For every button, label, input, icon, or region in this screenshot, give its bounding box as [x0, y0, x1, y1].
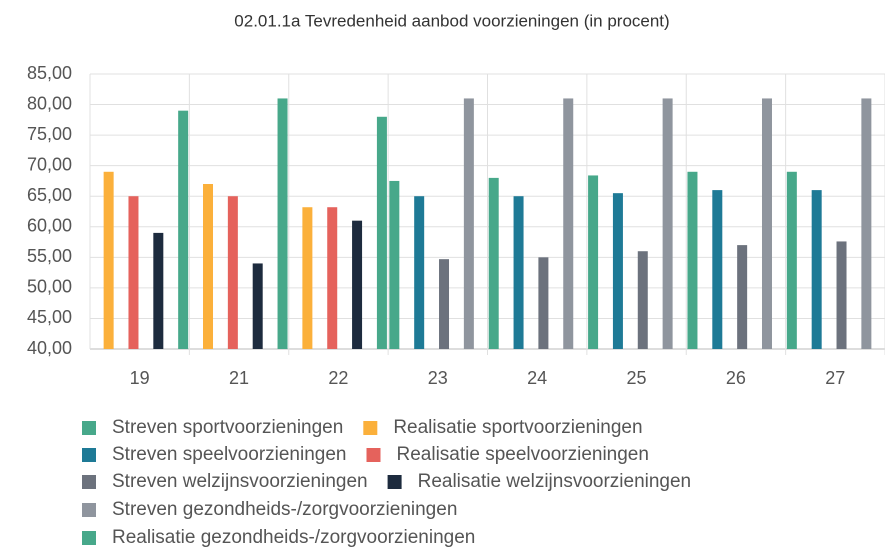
- bar: [513, 196, 524, 349]
- bar: [327, 207, 338, 349]
- bar: [178, 110, 189, 350]
- legend-label: Realisatie gezondheids-/zorgvoorzieninge…: [112, 527, 475, 548]
- y-tick-label: 40,00: [27, 338, 72, 358]
- bar: [414, 196, 425, 349]
- bar: [786, 171, 797, 349]
- legend-label: Realisatie sportvoorzieningen: [393, 417, 642, 438]
- bar: [588, 175, 599, 349]
- bar: [488, 177, 499, 349]
- x-tick-label: 26: [726, 368, 746, 388]
- x-tick-label: 27: [825, 368, 845, 388]
- x-tick-label: 23: [428, 368, 448, 388]
- bar: [712, 190, 723, 349]
- bar: [227, 196, 238, 349]
- y-tick-label: 50,00: [27, 277, 72, 297]
- bar: [277, 98, 288, 349]
- bar: [811, 190, 822, 349]
- bar: [538, 257, 549, 349]
- legend-label: Streven speelvoorzieningen: [112, 444, 347, 465]
- bar: [203, 184, 214, 349]
- bar: [687, 171, 698, 349]
- bar: [376, 116, 387, 350]
- bar: [103, 171, 114, 349]
- legend-label: Streven sportvoorzieningen: [112, 417, 343, 438]
- y-tick-label: 45,00: [27, 307, 72, 327]
- x-tick-label: 22: [328, 368, 348, 388]
- legend-swatch: [366, 448, 381, 462]
- bar: [563, 98, 574, 349]
- bar: [836, 241, 847, 349]
- y-tick-label: 70,00: [27, 154, 72, 174]
- bar: [761, 98, 772, 349]
- legend-swatch: [363, 421, 378, 435]
- x-tick-label: 21: [229, 368, 249, 388]
- bar: [302, 207, 313, 349]
- x-tick-label: 19: [130, 368, 150, 388]
- bar: [389, 180, 400, 349]
- bar: [128, 196, 139, 349]
- y-tick-label: 60,00: [27, 216, 72, 236]
- y-tick-label: 75,00: [27, 124, 72, 144]
- legend-swatch: [387, 475, 402, 489]
- legend-swatch: [82, 421, 96, 435]
- y-tick-label: 85,00: [27, 63, 72, 83]
- legend-swatch: [82, 475, 96, 489]
- x-tick-label: 24: [527, 368, 547, 388]
- legend-label: Realisatie speelvoorzieningen: [397, 444, 649, 465]
- bar: [662, 98, 673, 349]
- legend-swatch: [82, 531, 96, 545]
- bar: [153, 232, 164, 349]
- bar: [463, 98, 474, 349]
- bar: [737, 245, 748, 349]
- y-tick-label: 65,00: [27, 185, 72, 205]
- legend-swatch: [82, 503, 96, 517]
- legend-label: Realisatie welzijnsvoorzieningen: [418, 471, 692, 492]
- bar: [439, 259, 450, 349]
- legend-label: Streven gezondheids-/zorgvoorzieningen: [112, 499, 457, 520]
- bar: [612, 193, 623, 349]
- legend-label: Streven welzijnsvoorzieningen: [112, 471, 368, 492]
- legend-swatch: [82, 448, 96, 462]
- y-tick-label: 55,00: [27, 246, 72, 266]
- bar: [861, 98, 872, 349]
- bar: [252, 263, 263, 349]
- bar: [637, 251, 648, 349]
- chart-title: 02.01.1a Tevredenheid aanbod voorziening…: [234, 11, 669, 30]
- bar: [352, 220, 363, 349]
- y-tick-label: 80,00: [27, 93, 72, 113]
- x-tick-label: 25: [627, 368, 647, 388]
